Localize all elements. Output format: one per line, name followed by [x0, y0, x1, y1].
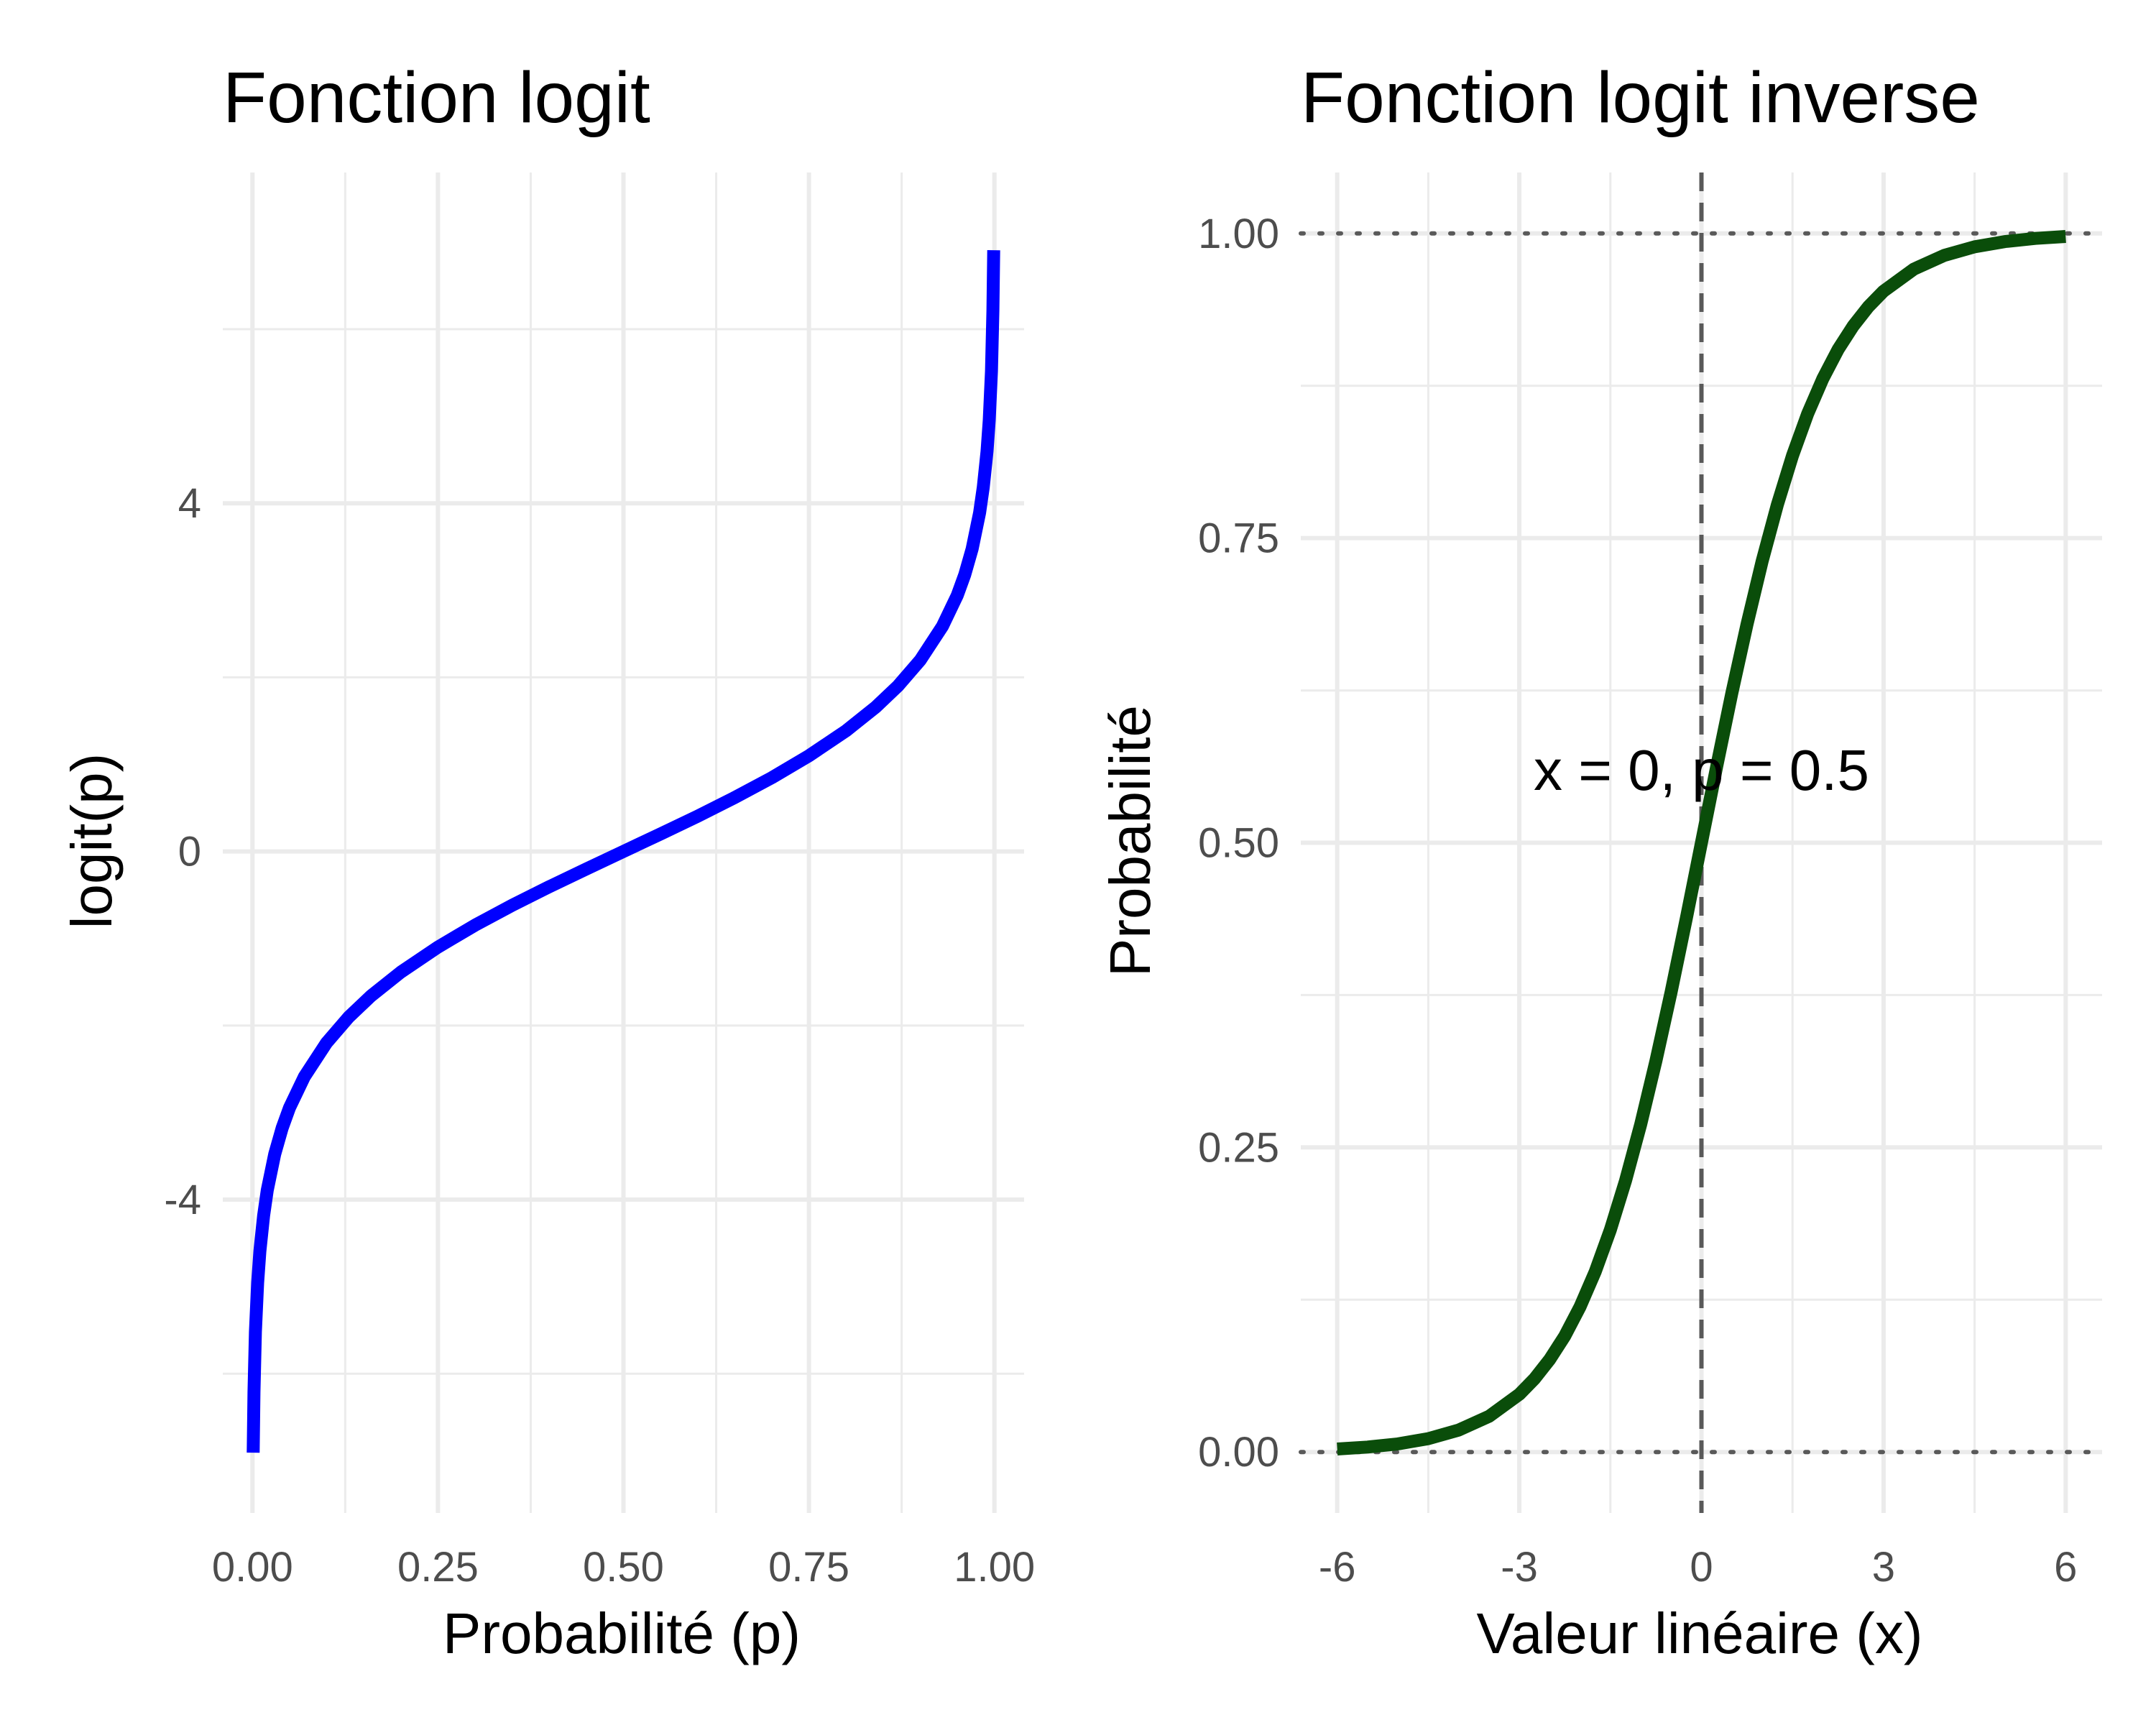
logit-gridlines	[223, 172, 1024, 1513]
y-tick-label: 0.25	[1198, 1124, 1279, 1171]
x-tick-label: 0	[1690, 1544, 1713, 1591]
y-tick-label: 0.50	[1198, 820, 1279, 867]
x-tick-label: 0.25	[397, 1544, 479, 1591]
series-line	[247, 249, 1000, 1453]
x-tick-label: 0.75	[768, 1544, 849, 1591]
y-tick-label: 4	[178, 480, 201, 527]
x-tick-label: 0.00	[212, 1544, 293, 1591]
x-tick-label: 6	[2054, 1544, 2077, 1591]
y-tick-label: 1.00	[1198, 211, 1279, 257]
inverse-logit-chart-title: Fonction logit inverse	[1301, 58, 1980, 138]
x-tick-label: 1.00	[954, 1544, 1035, 1591]
y-tick-label: 0	[178, 829, 201, 875]
x-tick-label: 3	[1872, 1544, 1895, 1591]
inverse-logit-x-axis-title: Valeur linéaire (x)	[1477, 1601, 1923, 1665]
x-tick-label: -3	[1501, 1544, 1538, 1591]
inverse-logit-x-tick-labels: -6 -3 0 3 6	[1319, 1544, 2078, 1591]
logit-series	[247, 249, 1000, 1453]
annotation-label: x = 0, p = 0.5	[1534, 738, 1869, 802]
logit-panel: Fonction logit 0.00 0.25 0.50 0.75 1.00 -4 0 4…	[60, 58, 1035, 1665]
logit-y-tick-labels: -4 0 4	[164, 480, 201, 1223]
logit-x-axis-title: Probabilité (p)	[443, 1601, 801, 1665]
inverse-logit-annotations: x = 0, p = 0.5	[1534, 738, 1869, 802]
y-tick-label: 0.00	[1198, 1429, 1279, 1476]
logit-chart-title: Fonction logit	[223, 58, 650, 138]
inverse-logit-y-axis-title: Probabilité	[1098, 705, 1162, 977]
x-tick-label: 0.50	[583, 1544, 664, 1591]
x-tick-label: -6	[1319, 1544, 1356, 1591]
y-tick-label: -4	[164, 1177, 201, 1223]
y-tick-label: 0.75	[1198, 515, 1279, 562]
series-line	[1337, 230, 2066, 1455]
inverse-logit-panel: Fonction logit inverse -6 -3 0 3 6 0.000.250…	[1098, 58, 2104, 1665]
inverse-logit-y-tick-labels: 0.00 0.25 0.50 0.75 1.00	[1198, 211, 1279, 1476]
logit-x-tick-labels: 0.00 0.25 0.50 0.75 1.00	[212, 1544, 1035, 1591]
logit-y-axis-title: logit(p)	[60, 753, 124, 929]
inverse-logit-series	[1337, 230, 2066, 1455]
